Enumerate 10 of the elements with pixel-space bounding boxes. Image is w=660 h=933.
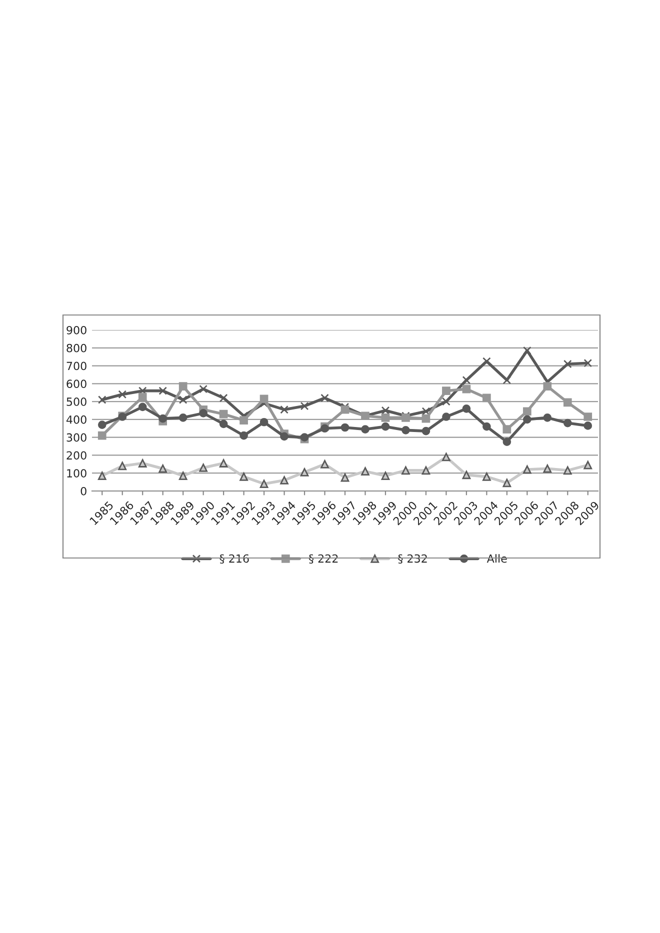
y-tick-label: 300 [66,433,86,442]
y-tick-label: 900 [66,326,86,334]
y-tick-label: 0 [80,486,86,496]
y-tick-label: 200 [66,451,86,460]
y-tick-label: 400 [66,415,86,424]
y-tick-label: 100 [67,469,86,478]
y-tick-label: 700 [66,362,86,370]
y-tick-label: 600 [66,380,86,388]
y-tick-label: 800 [66,344,86,352]
y-tick-label: 500 [66,398,86,406]
